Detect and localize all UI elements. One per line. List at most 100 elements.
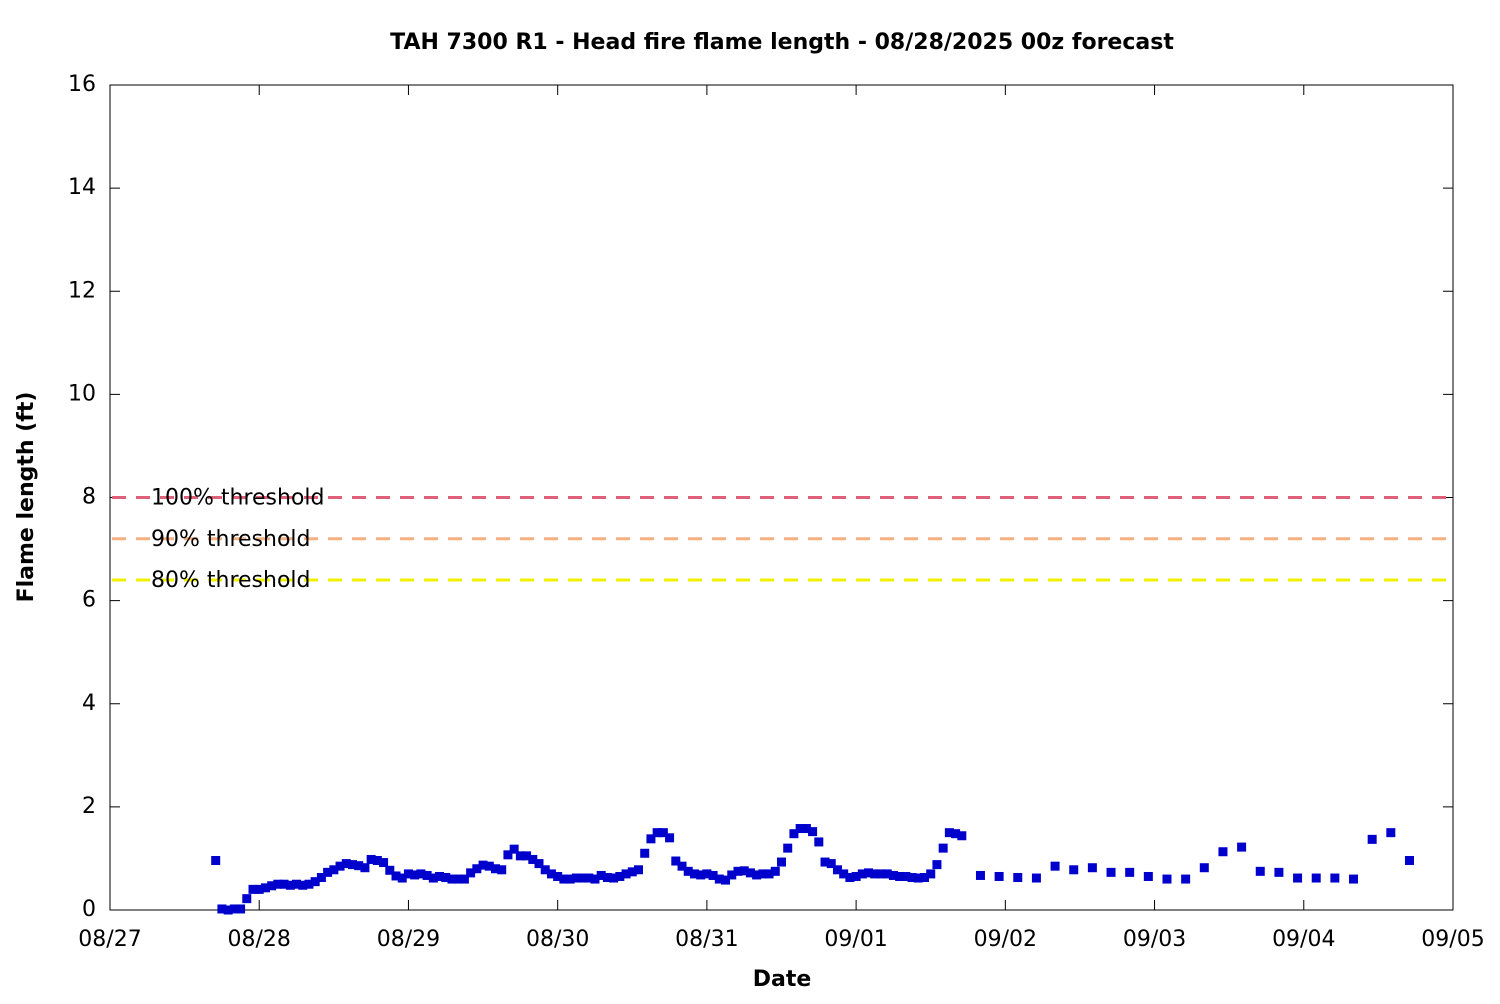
point xyxy=(920,873,930,883)
point xyxy=(403,869,413,879)
point xyxy=(627,867,637,877)
point xyxy=(1143,871,1153,881)
point xyxy=(578,873,588,883)
point xyxy=(1386,828,1396,838)
point xyxy=(944,828,954,838)
point xyxy=(609,873,619,883)
y-tick-label: 8 xyxy=(82,485,96,510)
point xyxy=(1404,856,1414,865)
point xyxy=(559,874,569,884)
point xyxy=(876,869,886,879)
point xyxy=(696,870,706,880)
point xyxy=(254,884,264,894)
point xyxy=(329,865,339,875)
point xyxy=(752,870,762,880)
point xyxy=(901,871,911,881)
point xyxy=(1199,863,1209,873)
point xyxy=(770,866,780,876)
point xyxy=(540,865,550,875)
x-tick-label: 08/31 xyxy=(675,927,738,952)
point xyxy=(366,854,376,864)
point xyxy=(335,861,345,871)
point xyxy=(316,873,326,883)
point xyxy=(298,880,308,890)
point xyxy=(826,859,836,869)
point xyxy=(223,905,233,915)
y-tick-label: 16 xyxy=(68,72,96,97)
point xyxy=(379,858,389,868)
point xyxy=(895,871,905,881)
point xyxy=(503,850,513,860)
point xyxy=(372,856,382,865)
point xyxy=(447,874,457,884)
point xyxy=(727,870,737,880)
point xyxy=(689,869,699,879)
point xyxy=(633,865,643,875)
point xyxy=(385,865,395,875)
point xyxy=(236,904,246,914)
point xyxy=(1087,863,1097,873)
point xyxy=(242,894,252,904)
point xyxy=(509,844,519,854)
point xyxy=(1069,865,1079,875)
point xyxy=(851,871,861,881)
point xyxy=(428,873,438,883)
point xyxy=(267,881,277,891)
y-tick-label: 10 xyxy=(68,381,96,406)
point xyxy=(702,869,712,879)
point xyxy=(814,837,824,847)
point xyxy=(907,873,917,883)
point xyxy=(913,873,923,883)
point xyxy=(273,879,283,889)
y-tick-label: 12 xyxy=(68,278,96,303)
point xyxy=(721,875,731,885)
point xyxy=(484,861,494,871)
x-tick-label: 09/03 xyxy=(1123,927,1186,952)
y-axis-label: Flame length (ft) xyxy=(14,392,39,603)
point xyxy=(1367,834,1377,844)
point xyxy=(957,831,967,841)
point xyxy=(565,874,575,884)
point xyxy=(1237,842,1247,852)
point xyxy=(534,859,544,869)
point xyxy=(1255,866,1265,876)
point xyxy=(490,864,500,874)
point xyxy=(1031,873,1041,883)
point xyxy=(1330,873,1340,883)
threshold-label: 80% threshold xyxy=(151,568,311,593)
point xyxy=(733,866,743,876)
point xyxy=(708,870,718,880)
point xyxy=(1162,874,1172,884)
point xyxy=(683,866,693,876)
x-tick-label: 08/28 xyxy=(228,927,291,952)
point xyxy=(347,860,357,870)
point xyxy=(590,874,600,884)
point xyxy=(497,865,507,875)
point xyxy=(1013,873,1023,883)
y-tick-label: 4 xyxy=(82,691,96,716)
point xyxy=(260,883,270,893)
point xyxy=(584,873,594,883)
point xyxy=(217,904,227,914)
point xyxy=(1218,847,1228,857)
point xyxy=(1050,861,1060,871)
point xyxy=(602,873,612,883)
point xyxy=(795,824,805,834)
point xyxy=(764,869,774,879)
point xyxy=(304,879,314,889)
point xyxy=(845,873,855,883)
point xyxy=(1125,867,1135,877)
point xyxy=(1181,874,1191,884)
point xyxy=(665,833,675,843)
point xyxy=(279,879,289,889)
point xyxy=(459,874,469,884)
point xyxy=(758,869,768,879)
point xyxy=(832,865,842,875)
point xyxy=(522,851,532,861)
point xyxy=(1349,874,1359,884)
x-tick-label: 09/05 xyxy=(1421,927,1484,952)
point xyxy=(211,856,221,865)
point xyxy=(882,869,892,879)
point xyxy=(553,871,563,881)
